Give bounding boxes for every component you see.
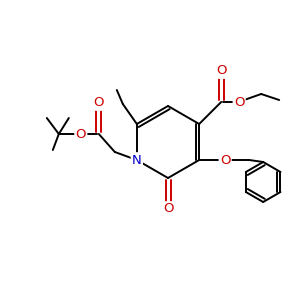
Text: O: O [76,128,86,140]
Text: N: N [132,154,142,166]
Text: O: O [163,202,173,215]
Text: O: O [94,97,104,110]
Text: O: O [234,95,244,109]
Text: O: O [220,154,230,166]
Text: O: O [216,64,226,77]
